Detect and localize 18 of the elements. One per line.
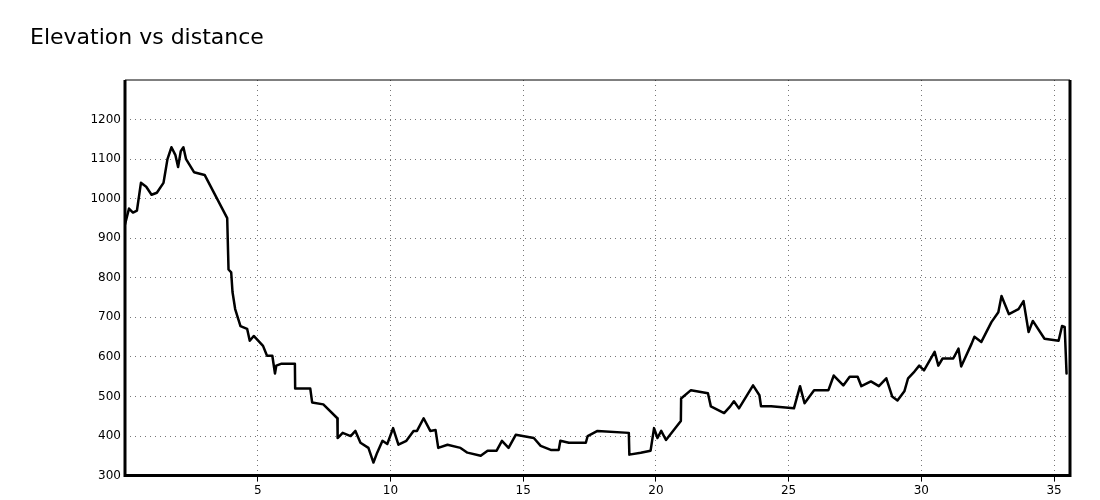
x-tick-label: 35 bbox=[1046, 482, 1062, 497]
x-tick-label: 20 bbox=[648, 482, 664, 497]
chart-title: Elevation vs distance bbox=[30, 24, 264, 49]
y-tick-label: 900 bbox=[98, 230, 121, 245]
y-tick-label: 800 bbox=[98, 269, 121, 284]
y-tick-label: 1200 bbox=[90, 111, 121, 126]
y-tick-label: 1100 bbox=[90, 151, 121, 166]
y-tick-label: 400 bbox=[98, 428, 121, 443]
y-tick-label: 300 bbox=[98, 467, 121, 482]
x-tick-label: 30 bbox=[913, 482, 929, 497]
x-tick-label: 15 bbox=[515, 482, 531, 497]
x-tick-label: 25 bbox=[780, 482, 797, 497]
y-tick-label: 500 bbox=[98, 388, 121, 403]
y-tick-label: 1000 bbox=[90, 190, 121, 205]
y-tick-label: 600 bbox=[98, 349, 121, 364]
x-tick-label: 10 bbox=[382, 482, 399, 497]
x-tick-label: 5 bbox=[253, 482, 262, 497]
y-tick-label: 700 bbox=[98, 309, 121, 324]
